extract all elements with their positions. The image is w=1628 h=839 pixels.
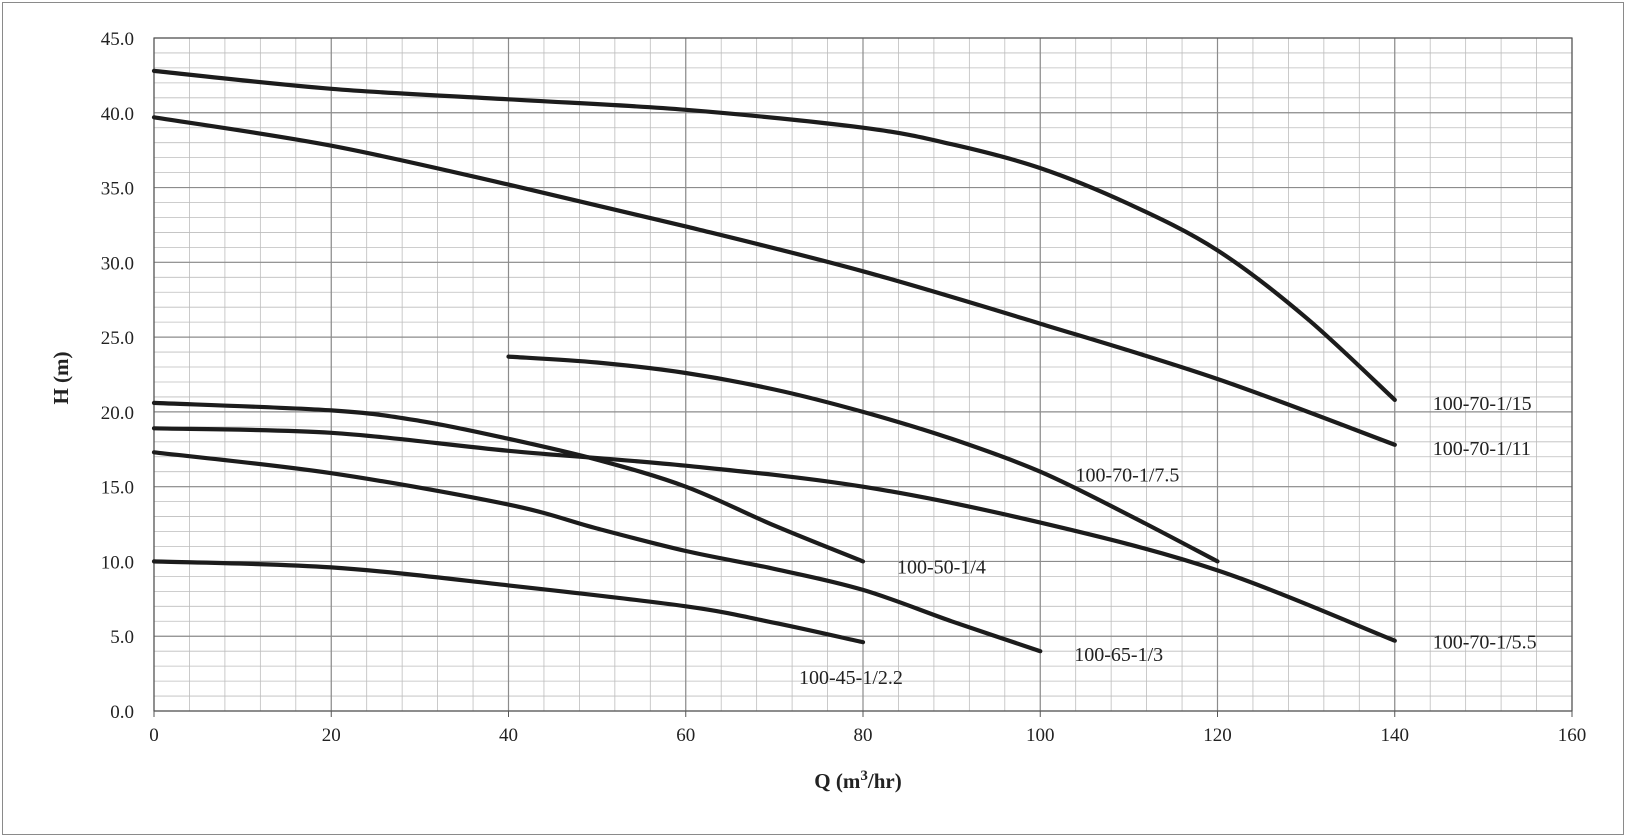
x-axis-title: Q (m3/hr)	[814, 768, 901, 793]
x-tick-label: 60	[676, 725, 695, 746]
curve-100-70-1-11	[151, 115, 1397, 447]
curve-100-70-1-5-5	[151, 426, 1397, 643]
curve-100-50-1-4	[151, 400, 866, 564]
y-tick-label: 5.0	[110, 627, 134, 648]
x-tick-label: 140	[1381, 725, 1410, 746]
y-axis-title: H (m)	[49, 351, 73, 404]
y-tick-label: 40.0	[101, 104, 134, 125]
pump-curves	[151, 68, 1397, 654]
curve-100-70-1-7-5	[506, 354, 1220, 564]
series-label-100-45-1-2-2: 100-45-1/2.2	[799, 667, 903, 689]
x-tick-label: 0	[149, 725, 159, 746]
series-labels: 100-70-1/15 100-70-1/11 100-70-1/7.5 100-70…	[799, 393, 1537, 689]
x-tick-label: 120	[1203, 725, 1232, 746]
y-tick-label: 10.0	[101, 552, 134, 573]
series-label-100-50-1-4: 100-50-1/4	[897, 556, 986, 578]
x-axis-ticks: 0 20 40 60 80 100 120 140 160	[149, 711, 1586, 746]
curve-100-45-1-2-2	[151, 559, 866, 645]
y-tick-label: 25.0	[101, 328, 134, 349]
y-tick-label: 15.0	[101, 478, 134, 499]
x-tick-label: 40	[499, 725, 518, 746]
series-label-100-65-1-3: 100-65-1/3	[1074, 644, 1163, 666]
series-label-100-70-1-11: 100-70-1/11	[1433, 438, 1531, 460]
y-tick-label: 45.0	[101, 29, 134, 50]
y-tick-label: 30.0	[101, 253, 134, 274]
series-label-100-70-1-7-5: 100-70-1/7.5	[1076, 464, 1180, 486]
series-label-100-70-1-15: 100-70-1/15	[1433, 393, 1532, 415]
x-tick-label: 160	[1558, 725, 1587, 746]
y-axis-ticks: 0.0 5.0 10.0 15.0 20.0 25.0 30.0 35.0 40.0 45.0	[101, 29, 134, 723]
y-tick-label: 35.0	[101, 179, 134, 200]
curve-100-65-1-3	[151, 450, 1043, 654]
curve-100-70-1-15	[151, 68, 1397, 402]
x-tick-label: 100	[1026, 725, 1055, 746]
x-tick-label: 80	[854, 725, 873, 746]
y-tick-label: 20.0	[101, 403, 134, 424]
x-tick-label: 20	[322, 725, 341, 746]
y-tick-label: 0.0	[110, 702, 134, 723]
series-label-100-70-1-5-5: 100-70-1/5.5	[1433, 632, 1537, 654]
